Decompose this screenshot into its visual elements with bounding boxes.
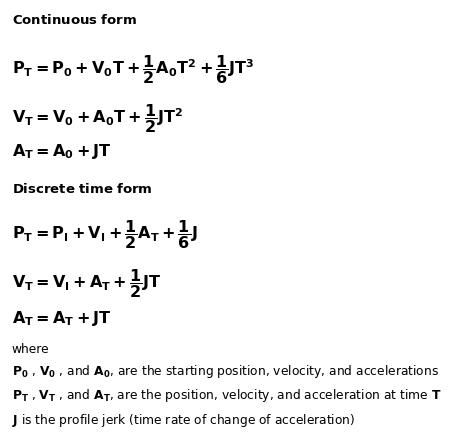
Text: $\mathbf{J}$ is the profile jerk (time rate of change of acceleration): $\mathbf{J}$ is the profile jerk (time r… — [12, 412, 355, 429]
Text: $\mathbf{Continuous\ form}$: $\mathbf{Continuous\ form}$ — [12, 13, 137, 27]
Text: $\mathbf{P_T = P_I + V_I + \dfrac{1}{2}A_T + \dfrac{1}{6}J}$: $\mathbf{P_T = P_I + V_I + \dfrac{1}{2}A… — [12, 218, 197, 251]
Text: $\mathbf{A_T = A_T + JT}$: $\mathbf{A_T = A_T + JT}$ — [12, 309, 111, 328]
Text: $\mathbf{A_T = A_0 + JT}$: $\mathbf{A_T = A_0 + JT}$ — [12, 142, 111, 162]
Text: $\mathbf{P_T = P_0 + V_0T + \dfrac{1}{2}A_0T^2 + \dfrac{1}{6}JT^3}$: $\mathbf{P_T = P_0 + V_0T + \dfrac{1}{2}… — [12, 53, 254, 86]
Text: where: where — [12, 343, 49, 356]
Text: $\mathbf{P_T}$ , $\mathbf{V_T}$ , and $\mathbf{A_T}$, are the position, velocity: $\mathbf{P_T}$ , $\mathbf{V_T}$ , and $\… — [12, 387, 441, 404]
Text: $\mathbf{V_T = V_0 + A_0T + \dfrac{1}{2}JT^2}$: $\mathbf{V_T = V_0 + A_0T + \dfrac{1}{2}… — [12, 102, 183, 135]
Text: $\mathbf{Discrete\ time\ form}$: $\mathbf{Discrete\ time\ form}$ — [12, 182, 152, 196]
Text: $\mathbf{V_T = V_I + A_T + \dfrac{1}{2}JT}$: $\mathbf{V_T = V_I + A_T + \dfrac{1}{2}J… — [12, 267, 161, 300]
Text: $\mathbf{P_0}$ , $\mathbf{V_0}$ , and $\mathbf{A_0}$, are the starting position,: $\mathbf{P_0}$ , $\mathbf{V_0}$ , and $\… — [12, 363, 439, 380]
